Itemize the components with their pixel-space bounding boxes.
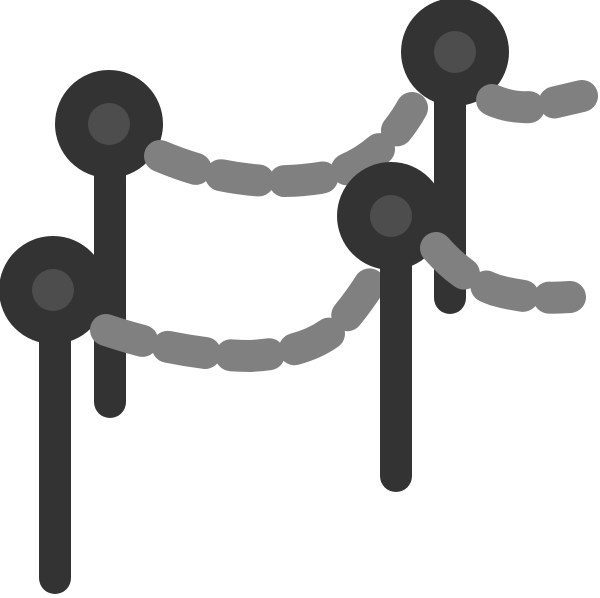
post-knob-center <box>32 269 74 311</box>
stanchion-back-left <box>55 70 163 418</box>
stanchion-front-left <box>0 236 107 594</box>
stanchion-front-right <box>337 162 445 492</box>
rope-back-right-segment <box>476 80 598 124</box>
rope-front-segment <box>90 250 396 373</box>
post-knob-center <box>88 103 130 145</box>
rope-front-right-segment <box>420 232 586 314</box>
rope-back-segment <box>144 92 428 198</box>
post-knob-center <box>434 31 476 73</box>
post-knob-center <box>370 195 412 237</box>
